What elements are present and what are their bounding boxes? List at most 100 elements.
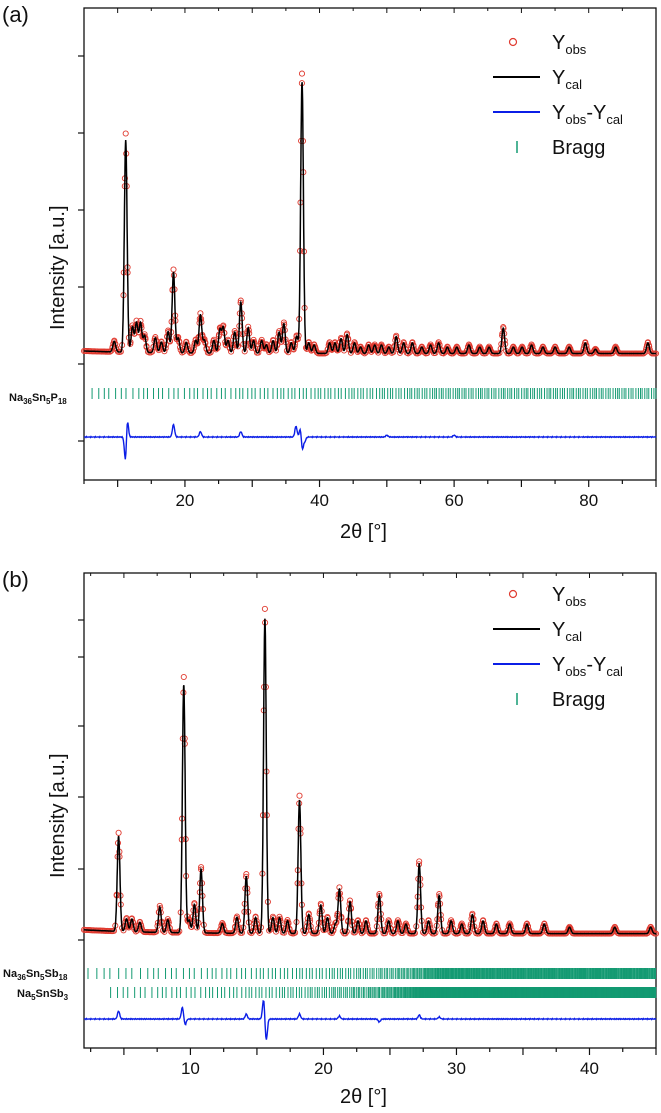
observed-point <box>541 348 548 355</box>
panel-b-y-ticks <box>78 619 84 941</box>
panel-b-x-ticks: 10 20 30 40 <box>90 573 657 1078</box>
panel-a-calculated-curve <box>84 82 656 355</box>
observed-point <box>520 348 528 355</box>
legend-cal-entry: Ycal <box>493 67 582 92</box>
legend-obs-label: Yobs <box>552 584 587 609</box>
observed-point <box>115 829 122 836</box>
observed-point <box>359 348 366 355</box>
legend-obs-entry: Yobs <box>508 584 587 609</box>
observed-point <box>613 928 620 935</box>
panel-b-plot-frame <box>83 572 657 1049</box>
observed-point <box>128 915 135 922</box>
panel-a-x-axis-title: 2θ [°] <box>340 521 387 543</box>
observed-point <box>285 349 292 356</box>
observed-point <box>122 130 129 137</box>
observed-point <box>256 929 263 936</box>
x-tick-label: 30 <box>447 1059 466 1078</box>
observed-point <box>614 348 621 355</box>
observed-point <box>568 928 575 935</box>
calculated-line <box>84 82 656 355</box>
panel-a-x-ticks: 20 40 60 80 <box>83 8 657 510</box>
legend-obs-marker <box>508 37 518 47</box>
observed-point <box>200 336 207 344</box>
difference-line <box>83 999 657 1040</box>
panel-a-phase-label: Na36Sn5P18 <box>9 392 67 406</box>
legend-obs-entry: Yobs <box>508 32 587 57</box>
panel-b-bragg-ticks <box>87 968 657 998</box>
observed-point <box>541 920 548 927</box>
observed-point <box>270 336 277 344</box>
x-tick-label: 60 <box>445 491 464 510</box>
observed-point <box>158 338 165 345</box>
observed-point <box>487 348 495 355</box>
panel-a-y-axis-title: Intensity [a.u.] <box>47 205 69 330</box>
panel-b-chart: (b) 10 20 30 40 Na36Sn5Sb18 Na5SnSb3 Intens… <box>2 567 660 1108</box>
panel-a-bragg-ticks <box>91 388 657 399</box>
legend-diff-label: Yobs-Ycal <box>552 654 623 679</box>
observed-point <box>435 339 442 346</box>
observed-point <box>111 337 118 344</box>
observed-point <box>455 348 462 355</box>
legend-diff-entry: Yobs-Ycal <box>493 102 623 127</box>
difference-line <box>83 422 657 460</box>
panel-b-x-axis-title: 2θ [°] <box>340 1086 387 1108</box>
panel-a-plot-frame <box>83 7 657 481</box>
observed-point <box>568 348 575 355</box>
panel-b-y-axis-title: Intensity [a.u.] <box>47 753 69 878</box>
observed-point <box>385 917 392 924</box>
legend-diff-label: Yobs-Ycal <box>552 102 623 127</box>
observed-point <box>594 348 601 355</box>
observed-point <box>255 349 262 356</box>
legend-bragg-entry: Bragg <box>516 689 605 711</box>
legend-bragg-entry: Bragg <box>516 137 605 159</box>
observed-point <box>409 339 416 346</box>
observed-point <box>354 917 362 924</box>
panel-a-label: (a) <box>2 2 29 27</box>
observed-point <box>523 920 531 927</box>
observed-point <box>170 266 177 273</box>
observed-point <box>228 348 235 355</box>
calculated-line <box>83 618 656 935</box>
observed-point <box>161 928 168 935</box>
observed-point <box>281 929 288 936</box>
legend-cal-label: Ycal <box>552 67 582 92</box>
x-tick-label: 20 <box>175 491 194 510</box>
observed-point <box>294 335 301 342</box>
legend-cal-label: Ycal <box>552 619 582 644</box>
observed-point <box>261 605 268 612</box>
legend-bragg-label: Bragg <box>552 689 605 711</box>
observed-point <box>458 920 465 927</box>
observed-point <box>399 929 406 937</box>
observed-point <box>164 916 171 923</box>
observed-point <box>400 339 407 346</box>
legend-diff-entry: Yobs-Ycal <box>493 654 623 679</box>
legend-bragg-label: Bragg <box>552 137 605 159</box>
observed-point <box>332 919 339 926</box>
observed-point <box>649 928 656 935</box>
observed-point <box>193 339 200 346</box>
observed-point <box>284 917 291 924</box>
observed-point <box>592 345 599 352</box>
observed-point <box>296 792 303 799</box>
observed-point <box>644 339 651 346</box>
panel-b-phase-label-1: Na36Sn5Sb18 <box>3 968 68 982</box>
panel-a-difference-curve <box>83 422 657 460</box>
observed-point <box>180 673 187 681</box>
observed-point <box>241 348 248 355</box>
panel-b-label: (b) <box>2 567 29 592</box>
legend-obs-marker <box>508 589 518 599</box>
observed-point <box>506 920 513 927</box>
observed-point <box>351 339 358 346</box>
observed-point <box>219 920 226 927</box>
legend-cal-entry: Ycal <box>493 619 582 644</box>
x-tick-label: 80 <box>579 491 598 510</box>
observed-point <box>298 70 306 77</box>
observed-point <box>553 348 561 355</box>
panel-b-calculated-curve <box>83 618 656 935</box>
observed-point <box>493 920 500 927</box>
x-tick-label: 10 <box>181 1059 200 1078</box>
panel-b-phase-label-2: Na5SnSb3 <box>17 988 69 1002</box>
panel-b-observed-points <box>80 605 660 937</box>
observed-point <box>183 338 190 345</box>
